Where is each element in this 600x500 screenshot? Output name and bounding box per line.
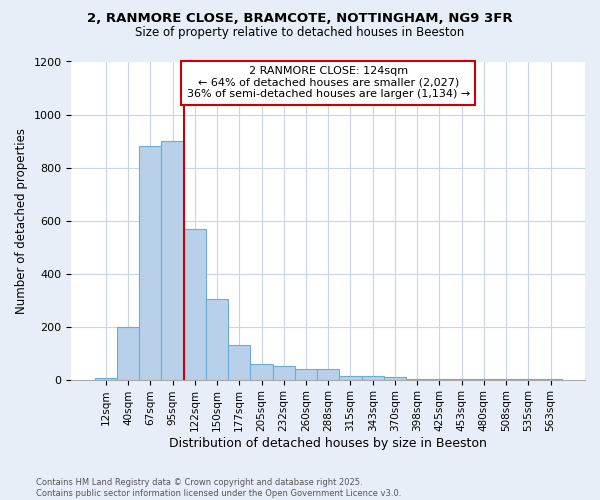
Bar xyxy=(362,376,384,380)
Bar xyxy=(539,379,562,380)
Bar xyxy=(428,379,451,380)
Bar xyxy=(250,364,272,380)
Bar xyxy=(161,141,184,380)
Bar xyxy=(295,369,317,380)
Text: 2 RANMORE CLOSE: 124sqm
← 64% of detached houses are smaller (2,027)
36% of semi: 2 RANMORE CLOSE: 124sqm ← 64% of detache… xyxy=(187,66,470,100)
Y-axis label: Number of detached properties: Number of detached properties xyxy=(15,128,28,314)
X-axis label: Distribution of detached houses by size in Beeston: Distribution of detached houses by size … xyxy=(169,437,487,450)
Bar xyxy=(228,345,250,380)
Bar xyxy=(139,146,161,380)
Bar xyxy=(206,298,228,380)
Bar xyxy=(495,379,517,380)
Bar xyxy=(340,376,362,380)
Bar xyxy=(184,228,206,380)
Bar xyxy=(95,378,117,380)
Bar xyxy=(117,326,139,380)
Bar xyxy=(272,366,295,380)
Bar xyxy=(406,379,428,380)
Text: Contains HM Land Registry data © Crown copyright and database right 2025.
Contai: Contains HM Land Registry data © Crown c… xyxy=(36,478,401,498)
Text: Size of property relative to detached houses in Beeston: Size of property relative to detached ho… xyxy=(136,26,464,39)
Bar xyxy=(384,377,406,380)
Bar xyxy=(317,369,340,380)
Text: 2, RANMORE CLOSE, BRAMCOTE, NOTTINGHAM, NG9 3FR: 2, RANMORE CLOSE, BRAMCOTE, NOTTINGHAM, … xyxy=(87,12,513,26)
